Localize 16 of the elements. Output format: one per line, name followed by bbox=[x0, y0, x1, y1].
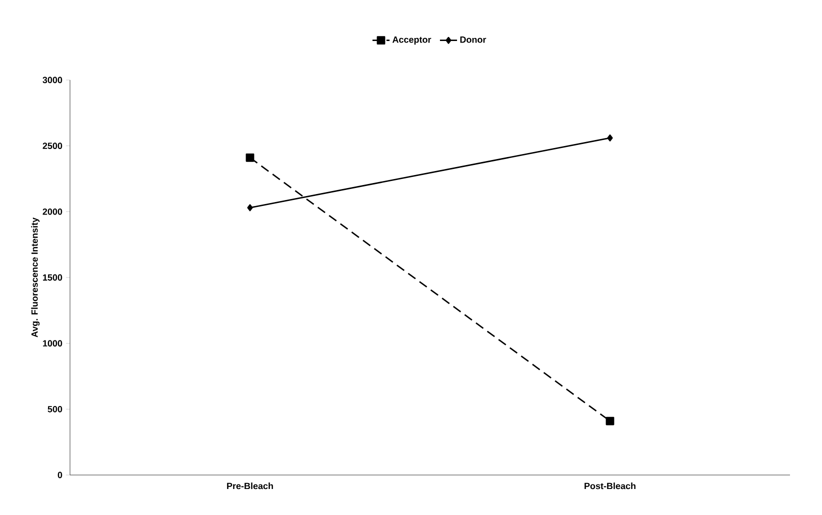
y-tick-label: 2500 bbox=[42, 142, 62, 150]
point bbox=[607, 134, 613, 142]
legend-label: Acceptor bbox=[392, 36, 432, 45]
y-tick-label: 1000 bbox=[43, 340, 62, 347]
y-tick-label: 3000 bbox=[42, 76, 62, 84]
y-tick-label: 2000 bbox=[42, 208, 62, 215]
legend-label: Donor bbox=[460, 36, 486, 43]
y-axis-title: Avg. Fluorescence Intensity bbox=[31, 218, 40, 338]
x-tick-label: Pre-Bleach bbox=[227, 482, 273, 490]
point bbox=[246, 153, 254, 162]
point bbox=[606, 416, 614, 426]
y-tick-label: 500 bbox=[48, 406, 62, 412]
point bbox=[247, 204, 253, 212]
x-tick-label: Post-Bleach bbox=[584, 482, 636, 490]
y-tick-label: 0 bbox=[58, 472, 62, 478]
y-tick-label: 1500 bbox=[43, 274, 62, 281]
